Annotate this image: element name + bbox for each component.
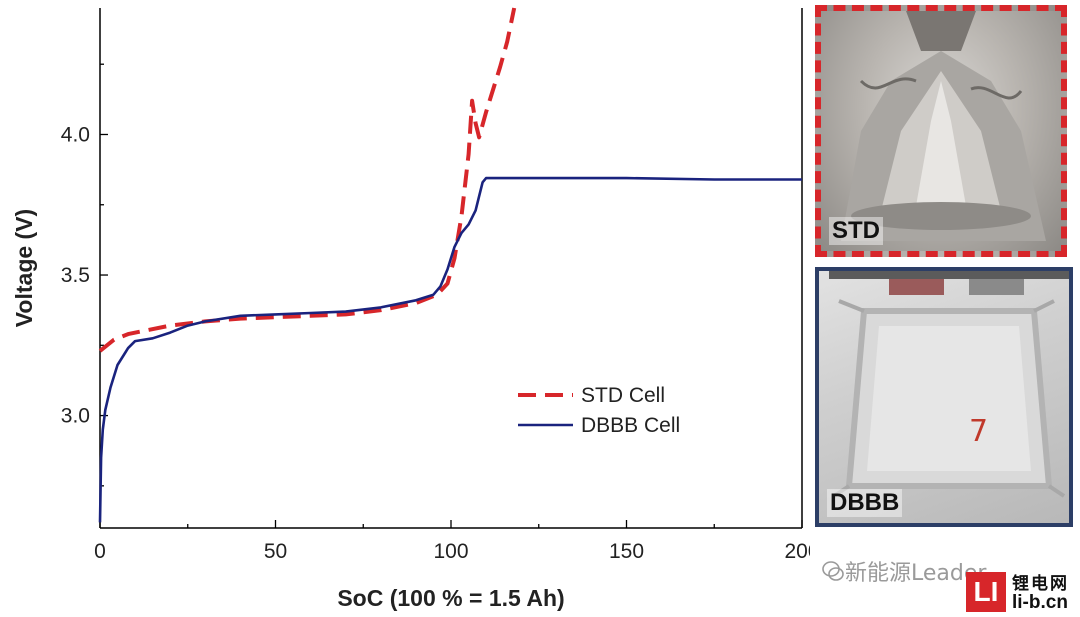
- y-tick-label: 3.5: [61, 264, 90, 287]
- dbbb-cell-pouch-illustration: 7: [829, 271, 1069, 498]
- x-tick-label: 200: [784, 540, 810, 563]
- chart-legend: STD Cell DBBB Cell: [518, 384, 680, 437]
- x-tick-label: 150: [609, 540, 644, 563]
- std-photo-label: STD: [829, 217, 883, 245]
- dbbb-cell-photo: 7 DBBB: [815, 267, 1073, 527]
- dbbb-cell-line: [98, 176, 802, 523]
- std-cell-line: [98, 7, 517, 353]
- legend-dbbb-label: DBBB Cell: [581, 414, 680, 437]
- y-tick-label: 4.0: [61, 123, 90, 146]
- watermark-text: 新能源Leader: [845, 561, 987, 586]
- dbbb-photo-label: DBBB: [827, 489, 903, 517]
- chart-ticks: 0 50 100 150 200 3.0 3.5 4.0: [61, 63, 810, 563]
- std-cell-photo: STD: [815, 5, 1067, 257]
- x-tick-label: 50: [264, 540, 287, 563]
- y-axis-title: Voltage (V): [11, 209, 37, 327]
- x-tick-label: 0: [94, 540, 106, 563]
- chart-series: [98, 7, 802, 523]
- x-axis-title: SoC (100 % = 1.5 Ah): [337, 585, 564, 611]
- y-tick-label: 3.0: [61, 405, 90, 428]
- wechat-icon: [822, 561, 844, 581]
- chart-axes: [99, 8, 803, 529]
- site-logo: LI: [966, 572, 1006, 612]
- site-logo-chinese: 锂电网: [1012, 574, 1069, 594]
- std-cell-pouch-illustration: [841, 11, 1046, 241]
- site-logo-domain: li-b.cn: [1012, 592, 1068, 613]
- chart: 0 50 100 150 200 3.0 3.5 4.0 STD Cell DBBB Cell…: [11, 7, 810, 611]
- x-tick-label: 100: [433, 540, 468, 563]
- dbbb-handwritten-mark: 7: [969, 414, 988, 449]
- legend-std-label: STD Cell: [581, 384, 665, 407]
